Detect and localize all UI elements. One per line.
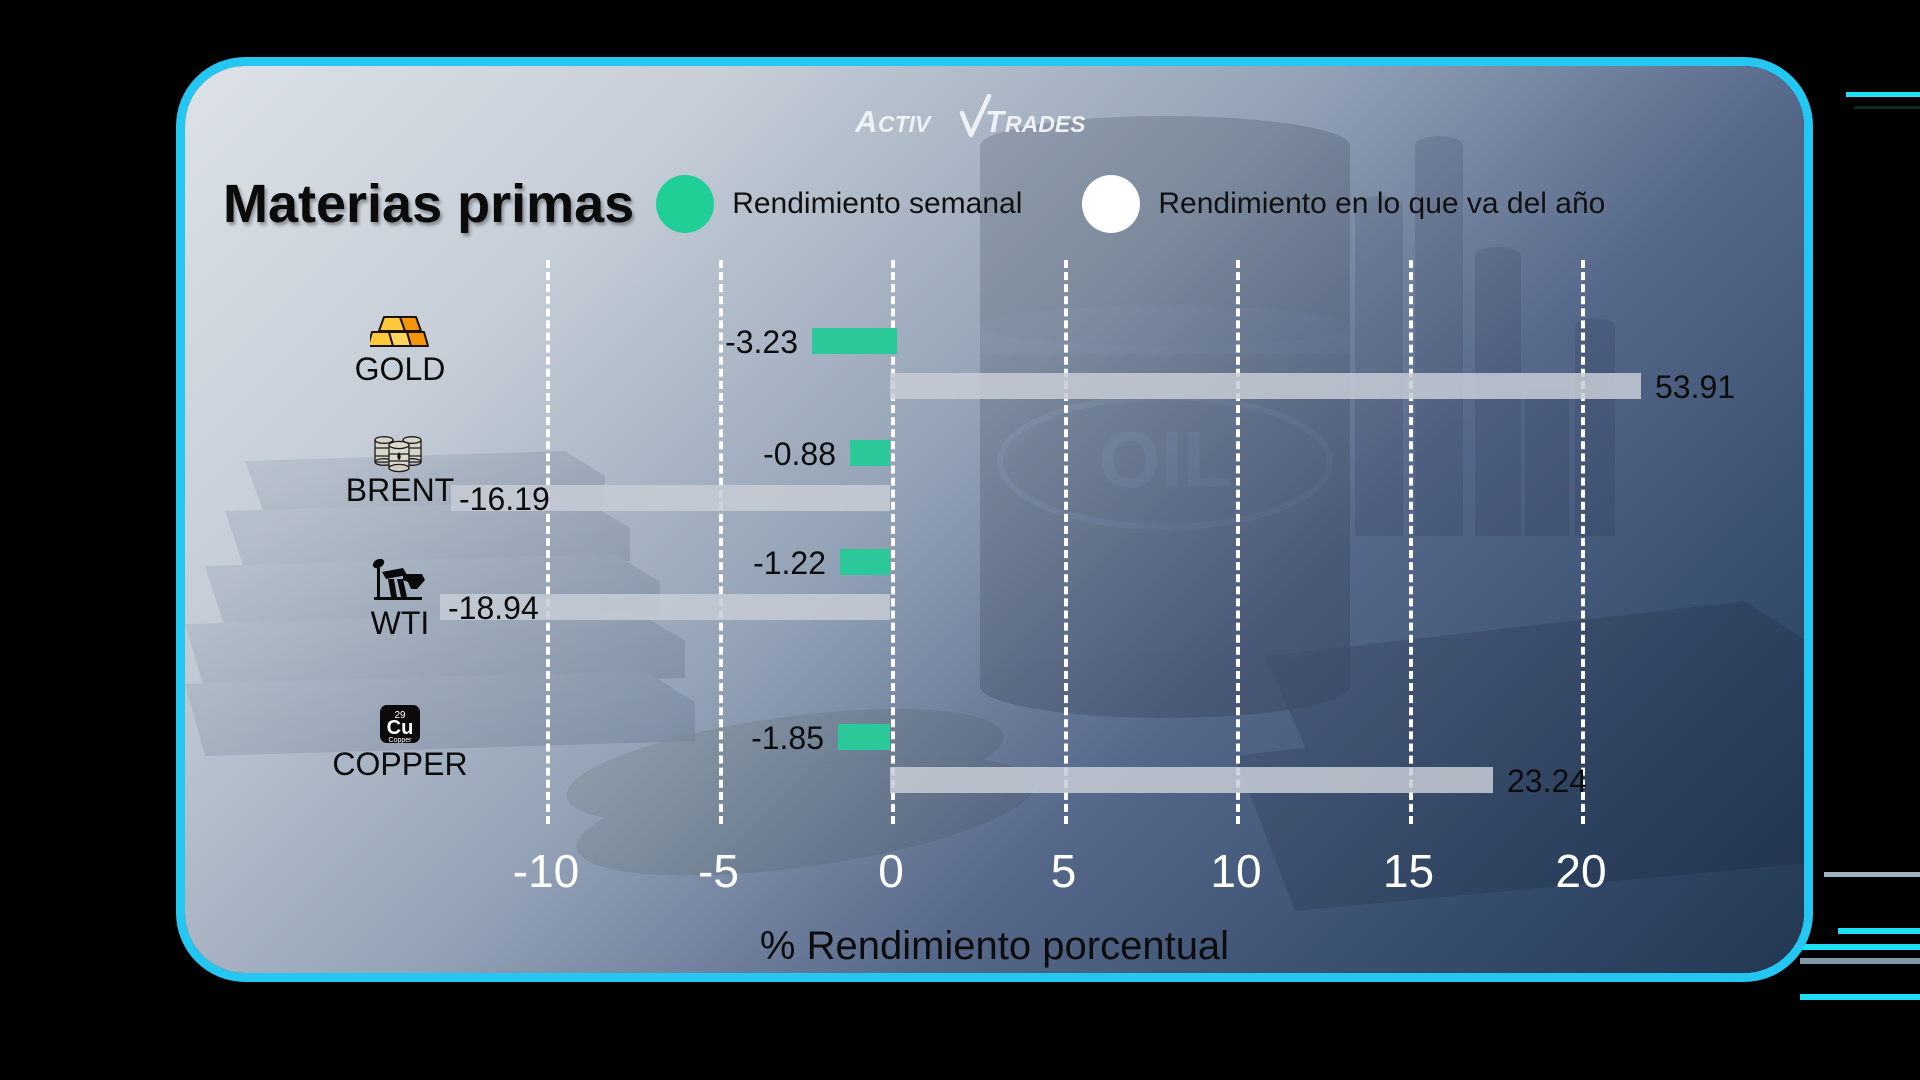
svg-text:T: T <box>985 104 1007 139</box>
svg-text:Copper: Copper <box>389 737 413 744</box>
svg-text:Cu: Cu <box>387 717 414 739</box>
svg-text:RADES: RADES <box>1005 111 1086 137</box>
svg-text:A: A <box>855 104 877 139</box>
svg-text:CTIV: CTIV <box>878 111 932 137</box>
